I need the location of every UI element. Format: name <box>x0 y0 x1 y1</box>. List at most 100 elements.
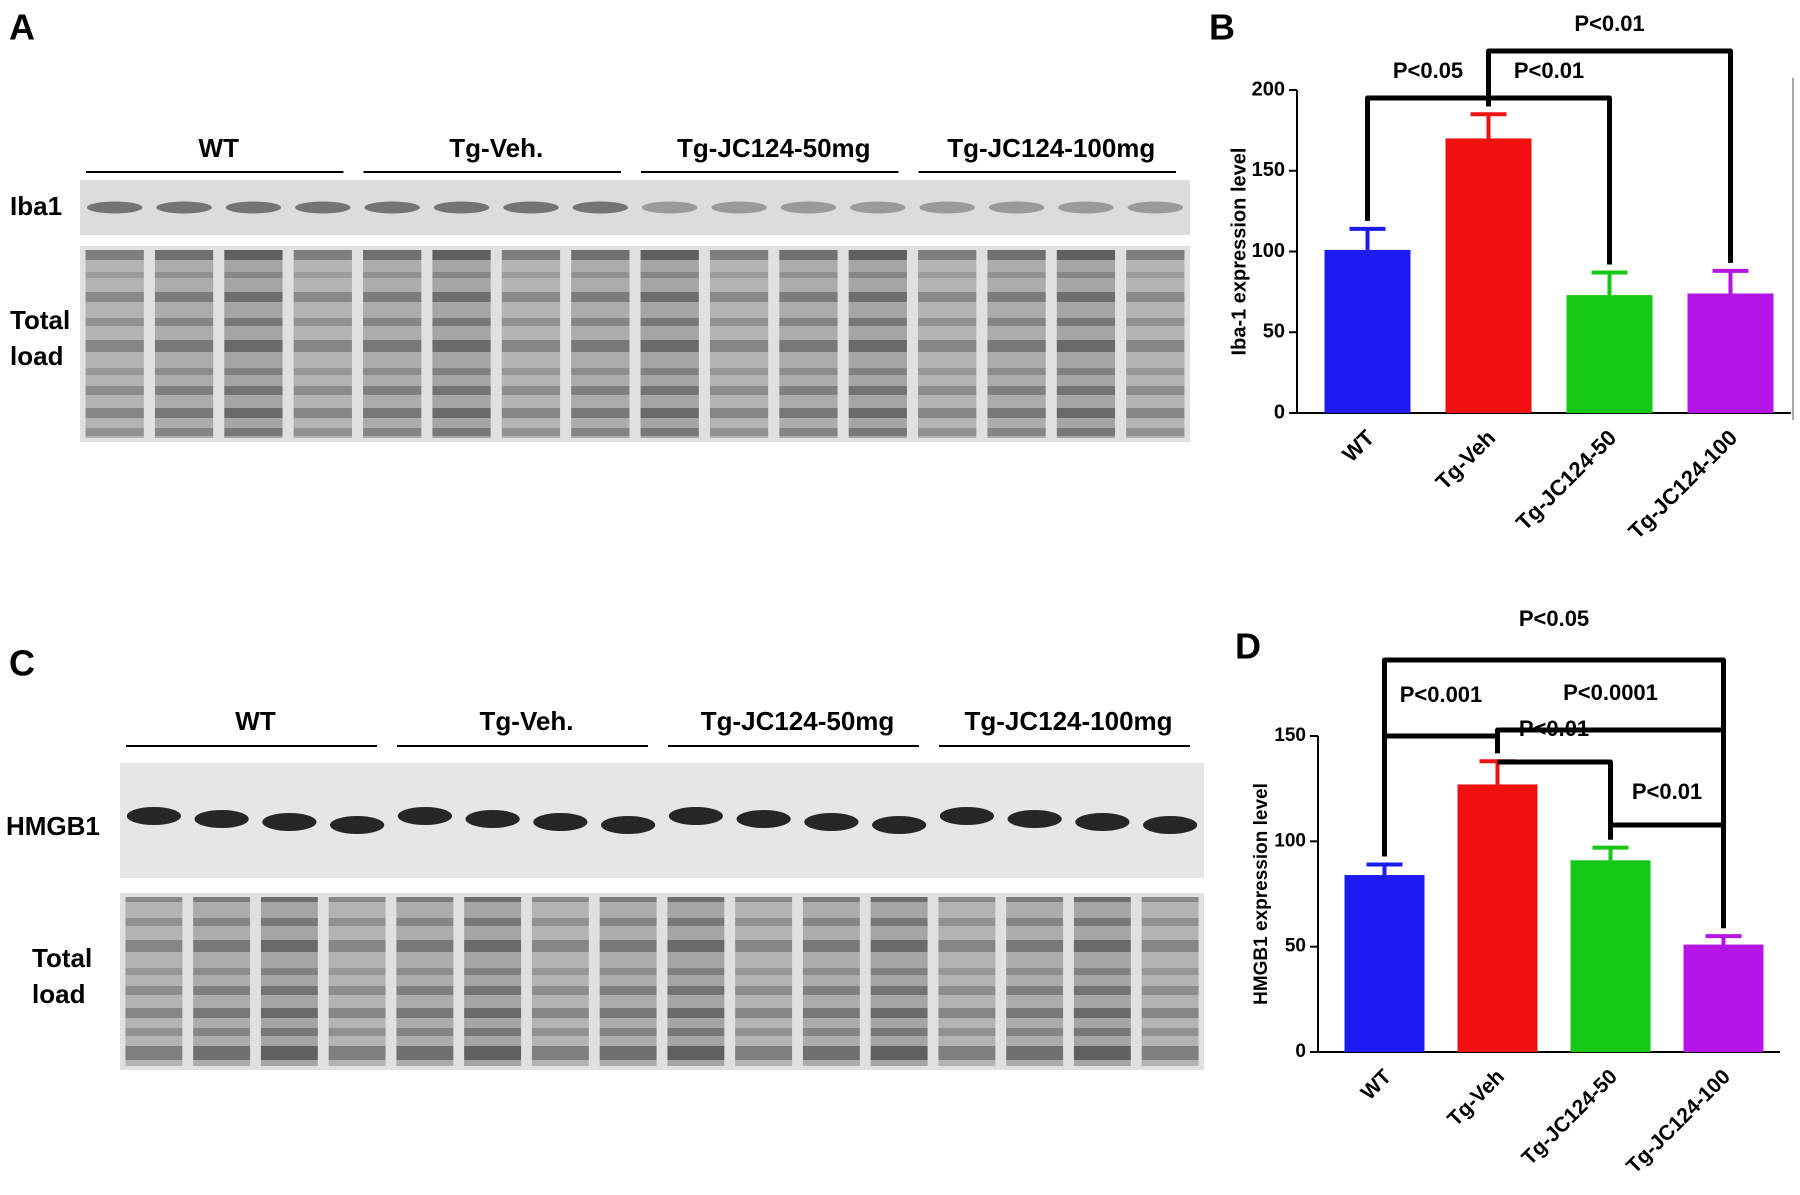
blot-lane <box>802 897 860 1066</box>
blot-lane <box>599 897 657 1066</box>
blot-band <box>1075 813 1130 831</box>
blot-band <box>225 201 282 214</box>
blot-lane <box>396 897 454 1066</box>
blot-lane <box>464 897 522 1066</box>
blot-lane <box>848 250 907 438</box>
blot-lane <box>1056 250 1116 438</box>
blot-band <box>465 810 520 828</box>
y-axis-label: Iba-1 expression level <box>1228 148 1250 356</box>
blot-lane <box>531 897 589 1066</box>
blot-lane <box>667 897 725 1066</box>
blot-lane <box>193 897 251 1066</box>
group-label: WT <box>199 133 240 163</box>
blot-band <box>711 201 767 214</box>
blot-lane <box>1073 897 1131 1066</box>
blot-lane <box>363 250 422 438</box>
blot-band <box>850 201 906 214</box>
blot-band <box>194 810 249 828</box>
blot-lane <box>1141 897 1199 1066</box>
group-label: Tg-Veh. <box>449 133 543 163</box>
significance-label: P<0.001 <box>1400 682 1483 707</box>
x-tick-label: Tg-JC124-100 <box>1622 1065 1735 1178</box>
blot-band <box>988 201 1045 214</box>
blot-lane <box>779 250 838 438</box>
bar <box>1324 249 1411 413</box>
y-tick-label: 0 <box>1295 1041 1306 1062</box>
blot-band <box>804 813 859 831</box>
bar <box>1570 860 1651 1052</box>
blot-lane <box>1126 250 1185 438</box>
blot-band <box>1127 201 1184 214</box>
blot-band <box>156 201 212 214</box>
blot-band <box>872 816 927 834</box>
blot-lane <box>85 250 144 438</box>
x-tick-label: Tg-JC124-50 <box>1511 425 1621 535</box>
blot-band <box>736 810 791 828</box>
blot-band <box>262 813 317 831</box>
blot-lane <box>154 250 214 438</box>
bar <box>1687 293 1774 413</box>
blot-band <box>601 816 656 834</box>
group-label: Tg-JC124-50mg <box>701 706 895 736</box>
blot-lane <box>938 897 996 1066</box>
blot-lane <box>260 897 318 1066</box>
blot-lane <box>501 250 561 438</box>
y-tick-label: 50 <box>1285 936 1306 957</box>
x-tick-label: Tg-Veh <box>1431 425 1501 495</box>
blot-band <box>1007 810 1062 828</box>
blot-band <box>1143 816 1198 834</box>
bar <box>1445 138 1532 413</box>
blot-lane <box>918 250 977 438</box>
significance-bracket <box>1497 759 1613 840</box>
significance-label: P<0.01 <box>1632 779 1702 804</box>
group-label: Tg-JC124-100mg <box>964 706 1172 736</box>
x-tick-label: WT <box>1357 1065 1396 1104</box>
group-label: Tg-JC124-50mg <box>677 133 871 163</box>
row-label: load <box>32 979 85 1009</box>
blot-band <box>364 201 420 214</box>
y-tick-label: 100 <box>1252 240 1285 262</box>
panel-label: C <box>9 643 35 684</box>
x-tick-label: Tg-Veh <box>1443 1065 1509 1131</box>
y-tick-label: 150 <box>1252 159 1285 181</box>
bar <box>1344 875 1425 1052</box>
row-label: HMGB1 <box>6 811 100 841</box>
group-label: Tg-Veh. <box>480 706 574 736</box>
x-tick-label: Tg-JC124-50 <box>1517 1065 1622 1170</box>
blot-lane <box>640 250 699 438</box>
blot-band <box>939 807 994 825</box>
blot-band <box>1058 201 1114 214</box>
blot-band <box>780 201 837 214</box>
significance-label: P<0.01 <box>1514 58 1584 83</box>
row-label: Total <box>32 943 92 973</box>
blot-band <box>397 807 452 825</box>
blot-lane <box>293 250 352 438</box>
blot-band <box>433 201 490 214</box>
x-tick-label: Tg-JC124-100 <box>1623 425 1742 544</box>
blot-lane <box>870 897 928 1066</box>
bar <box>1683 944 1764 1052</box>
significance-label: P<0.01 <box>1519 716 1589 741</box>
blot-band <box>503 201 559 214</box>
significance-label: P<0.05 <box>1519 606 1589 631</box>
blot-band <box>668 807 723 825</box>
row-label: Total <box>10 305 70 335</box>
blot-band <box>533 813 588 831</box>
blot-lane <box>735 897 793 1066</box>
blot-band <box>330 816 385 834</box>
bar <box>1566 295 1653 413</box>
blot-lane <box>432 250 491 438</box>
row-label: load <box>10 341 63 371</box>
significance-label: P<0.05 <box>1393 58 1463 83</box>
group-label: WT <box>235 706 276 736</box>
significance-label: P<0.01 <box>1574 11 1644 36</box>
y-tick-label: 100 <box>1274 830 1306 851</box>
x-tick-label: WT <box>1337 425 1379 467</box>
y-tick-label: 0 <box>1274 401 1285 423</box>
significance-bracket <box>1486 48 1733 263</box>
significance-label: P<0.0001 <box>1563 680 1658 705</box>
blot-lane <box>328 897 386 1066</box>
panel-label: B <box>1209 7 1235 48</box>
blot-band <box>641 201 698 214</box>
blot-band <box>295 201 351 214</box>
